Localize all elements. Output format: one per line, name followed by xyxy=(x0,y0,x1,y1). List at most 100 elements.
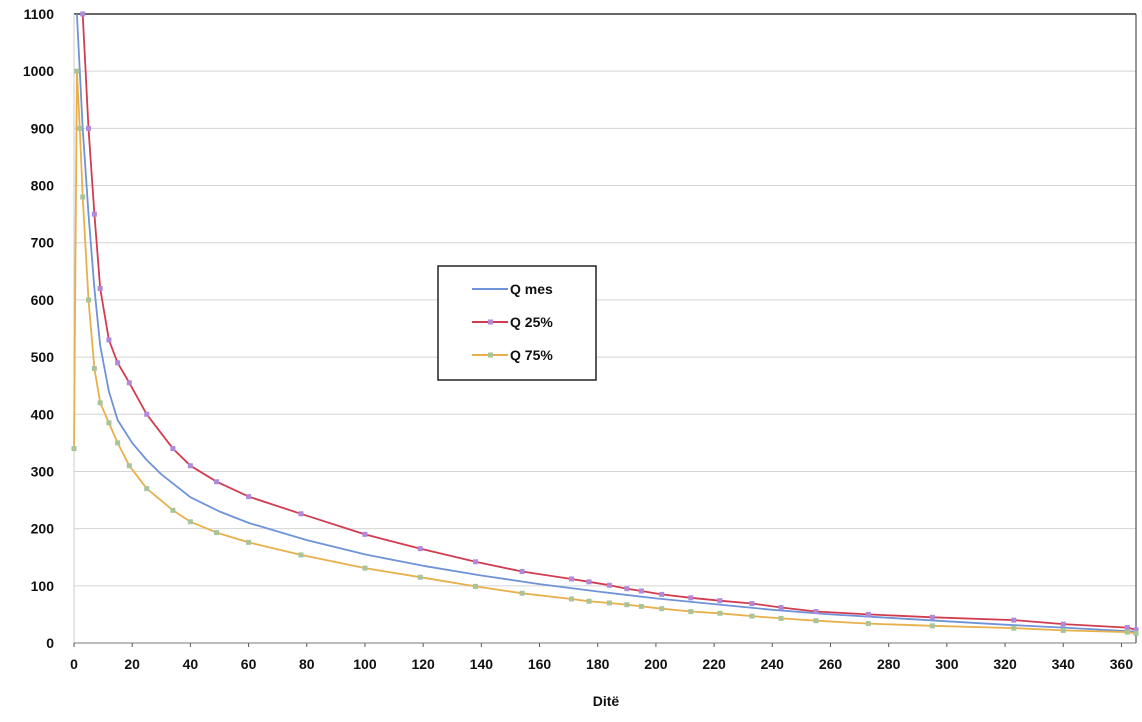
data-point xyxy=(865,621,871,627)
x-tick-label: 60 xyxy=(241,656,257,672)
series-line-2 xyxy=(73,70,1137,635)
x-tick-label: 360 xyxy=(1110,656,1134,672)
series-line-1 xyxy=(81,13,1137,631)
data-point xyxy=(97,285,103,291)
x-tick-label: 80 xyxy=(299,656,315,672)
y-tick-label: 400 xyxy=(31,406,55,422)
data-point xyxy=(187,463,193,469)
data-point xyxy=(929,623,935,629)
data-point xyxy=(778,615,784,621)
grid-layer xyxy=(74,13,1136,587)
x-tick-label: 280 xyxy=(877,656,901,672)
data-point xyxy=(97,400,103,406)
data-point xyxy=(144,486,150,492)
data-point xyxy=(659,606,665,612)
data-point xyxy=(624,586,630,592)
data-point xyxy=(778,605,784,611)
tick-labels-layer: 0 100 200 300 400 500 600 700 800 900 1000 1100 0 20 4… xyxy=(23,6,1134,672)
data-point xyxy=(298,511,304,517)
data-point xyxy=(865,611,871,617)
data-point xyxy=(91,211,97,217)
data-point xyxy=(473,583,479,589)
data-point xyxy=(144,411,150,417)
x-tick-label: 260 xyxy=(819,656,843,672)
data-point xyxy=(1011,617,1017,623)
data-point xyxy=(606,600,612,606)
y-tick-label: 800 xyxy=(31,178,55,194)
x-tick-label: 200 xyxy=(644,656,668,672)
data-point xyxy=(86,125,92,131)
data-point xyxy=(214,530,220,536)
data-point xyxy=(1124,629,1130,635)
data-point xyxy=(91,366,97,372)
data-point xyxy=(519,590,525,596)
data-point xyxy=(1133,630,1139,636)
data-point xyxy=(569,576,575,582)
data-point xyxy=(214,479,220,485)
data-point xyxy=(246,494,252,500)
x-tick-label: 100 xyxy=(353,656,377,672)
data-point xyxy=(1060,627,1066,633)
data-point xyxy=(417,546,423,552)
legend-swatch-marker xyxy=(488,352,493,358)
y-tick-label: 1000 xyxy=(23,63,54,79)
x-tick-label: 140 xyxy=(470,656,494,672)
data-point xyxy=(298,552,304,558)
legend: Q mes Q 25% Q 75% xyxy=(437,265,597,381)
data-point xyxy=(749,601,755,607)
data-point xyxy=(929,614,935,620)
data-point xyxy=(74,68,80,74)
series-layer xyxy=(71,11,1139,636)
x-tick-label: 0 xyxy=(70,656,78,672)
x-tick-label: 240 xyxy=(761,656,785,672)
data-point xyxy=(624,602,630,608)
y-tick-label: 200 xyxy=(31,521,55,537)
y-tick-label: 1100 xyxy=(24,6,55,22)
data-point xyxy=(586,579,592,585)
data-point xyxy=(187,519,193,525)
y-tick-label: 0 xyxy=(46,635,54,651)
legend-box xyxy=(437,265,597,381)
legend-entry-label: Q 75% xyxy=(510,347,553,363)
data-point xyxy=(688,595,694,601)
data-point xyxy=(586,598,592,604)
data-point xyxy=(569,596,575,602)
legend-entry-label: Q 25% xyxy=(510,314,553,330)
data-point xyxy=(519,569,525,575)
x-tick-label: 180 xyxy=(586,656,610,672)
data-point xyxy=(749,613,755,619)
data-point xyxy=(638,588,644,594)
y-tick-label: 300 xyxy=(31,463,55,479)
data-point xyxy=(115,440,121,446)
data-point xyxy=(659,591,665,597)
data-point xyxy=(77,125,83,131)
data-point xyxy=(417,574,423,580)
data-point xyxy=(813,609,819,615)
x-tick-label: 20 xyxy=(124,656,140,672)
data-point xyxy=(606,582,612,588)
data-point xyxy=(473,559,479,565)
data-point xyxy=(246,539,252,545)
data-point xyxy=(717,610,723,616)
data-point xyxy=(1011,625,1017,631)
data-point xyxy=(126,380,132,386)
data-point xyxy=(1124,625,1130,631)
axes-layer xyxy=(73,13,1137,647)
data-point xyxy=(126,463,132,469)
data-point xyxy=(813,618,819,624)
y-tick-label: 900 xyxy=(31,120,55,136)
x-tick-label: 160 xyxy=(528,656,552,672)
y-tick-label: 100 xyxy=(31,578,55,594)
data-point xyxy=(1133,627,1139,633)
y-tick-label: 600 xyxy=(31,292,55,308)
x-tick-label: 120 xyxy=(411,656,435,672)
data-point xyxy=(170,507,176,513)
data-point xyxy=(688,609,694,615)
data-point xyxy=(106,420,112,426)
legend-entry-label: Q mes xyxy=(510,281,553,297)
data-point xyxy=(362,565,368,571)
data-point xyxy=(717,598,723,604)
x-tick-label: 300 xyxy=(935,656,959,672)
